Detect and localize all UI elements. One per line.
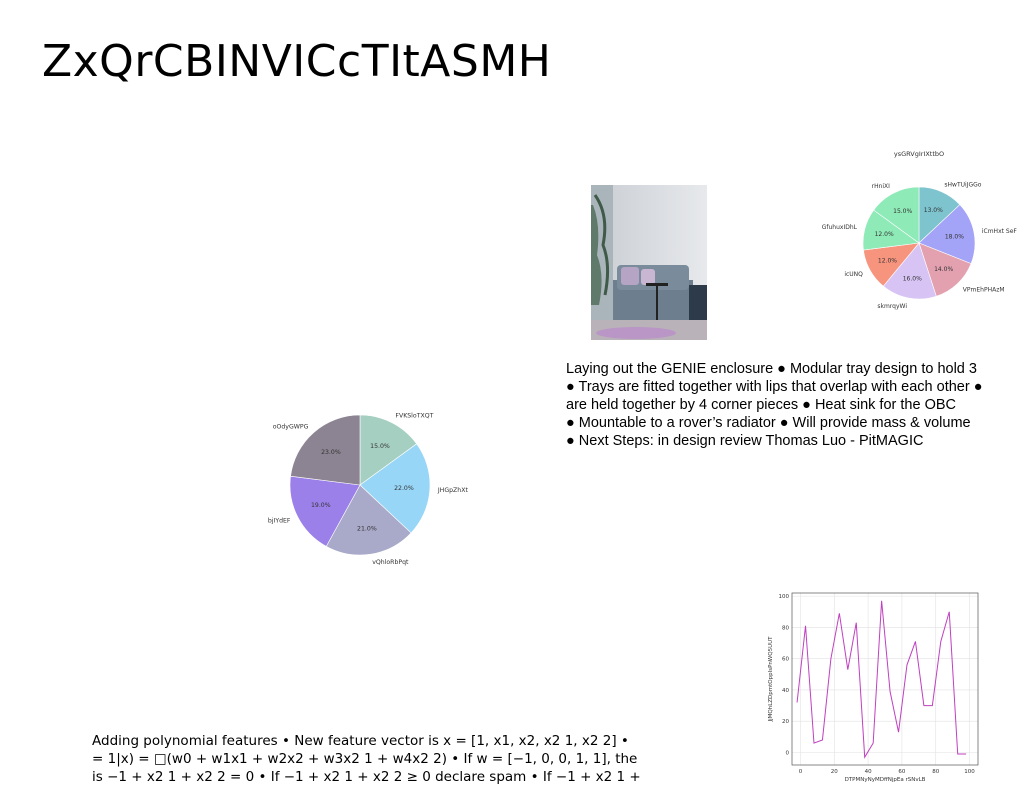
pie-chart-top-right: ysGRVgIrIXttbO 13.0% sHwTUiJGGo 18.0% iCmHxt… xyxy=(822,150,1018,310)
pie2-slice-1 xyxy=(359,443,431,534)
pie1-pct-label-2: 14.0% xyxy=(934,266,953,273)
x-tick-label-2: 40 xyxy=(865,769,872,775)
pie1-slice-3 xyxy=(882,242,937,300)
pie2-slice-0 xyxy=(359,414,418,486)
x-tick-label-1: 20 xyxy=(831,769,838,775)
pie2-slice-2 xyxy=(325,484,412,556)
pie2-pct-label-2: 21.0% xyxy=(357,526,377,533)
pie1-category-label-3: skmrqyWi xyxy=(877,303,907,310)
pie1-pct-label-1: 18.0% xyxy=(945,233,964,240)
line-chart: 0 20 40 60 80 100 0 20 40 60 80 100 DTPMNyNyMDffNjpE… xyxy=(768,592,979,783)
living-room-photo xyxy=(591,185,707,340)
polynomial-features-text: Adding polynomial features • New feature… xyxy=(92,733,641,785)
pie2-category-label-2: vQhloRbPqt xyxy=(372,559,409,566)
pie1-category-label-6: rHniXI xyxy=(872,183,891,190)
pie1-category-label-0: sHwTUiJGGo xyxy=(944,181,981,188)
y-tick-label-5: 100 xyxy=(779,594,790,600)
pie1-pct-label-3: 16.0% xyxy=(903,275,922,282)
pie2-category-label-1: JHGpZhXt xyxy=(437,487,469,494)
pie2-slice-3 xyxy=(289,475,361,547)
x-tick-label-5: 100 xyxy=(964,769,975,775)
pie1-category-label-5: GfuhuxIDhL xyxy=(822,224,858,231)
y-tick-label-2: 40 xyxy=(782,688,789,694)
pie-chart-left: 15.0% FVKSloTXQT 22.0% JHGpZhXt 21.0% vQhloRb… xyxy=(268,413,469,567)
line-series xyxy=(796,600,967,759)
pie2-pct-label-3: 19.0% xyxy=(311,502,331,509)
genie-enclosure-text: Laying out the GENIE enclosure ● Modular… xyxy=(566,361,983,449)
pie1-slice-1 xyxy=(918,204,976,265)
pie1-title: ysGRVgIrIXttbO xyxy=(894,150,944,158)
pie1-category-label-1: iCmHxt SeF xyxy=(982,228,1018,235)
pie1-slice-6 xyxy=(873,186,920,244)
pie2-category-label-4: oOdyGWPG xyxy=(273,424,309,431)
pie2-pct-label-0: 15.0% xyxy=(370,443,390,450)
y-tick-label-4: 80 xyxy=(782,625,789,631)
pie1-pct-label-5: 12.0% xyxy=(875,231,894,238)
pie1-pct-label-6: 15.0% xyxy=(893,208,912,215)
y-tick-label-3: 60 xyxy=(782,657,789,663)
pie1-category-label-2: VPmEhPHAzM xyxy=(963,287,1005,294)
x-tick-label-3: 60 xyxy=(898,769,905,775)
y-tick-label-1: 20 xyxy=(782,719,789,725)
pie1-pct-label-0: 13.0% xyxy=(924,207,943,214)
pie2-pct-label-1: 22.0% xyxy=(394,485,414,492)
x-tick-label-0: 0 xyxy=(799,769,803,775)
pie2-pct-label-4: 23.0% xyxy=(321,449,341,456)
x-axis-label: DTPMNyNyMDffNjpEa rSNvLB xyxy=(845,777,926,783)
y-tick-label-0: 0 xyxy=(786,750,790,756)
slide-title: ZxQrCBINVICcTItASMH xyxy=(42,36,552,87)
y-axis-label: JjMQhLZDpmtOppIsPnWQ5UUT xyxy=(768,636,774,723)
plot-frame xyxy=(791,592,979,766)
pie1-pct-label-4: 12.0% xyxy=(878,257,897,264)
pie1-category-label-4: icUNQ xyxy=(844,271,863,278)
pie2-category-label-0: FVKSloTXQT xyxy=(395,413,433,420)
pie2-category-label-3: bjIYdEF xyxy=(268,517,291,524)
pie2-slice-4 xyxy=(290,414,361,486)
x-tick-label-4: 80 xyxy=(932,769,939,775)
